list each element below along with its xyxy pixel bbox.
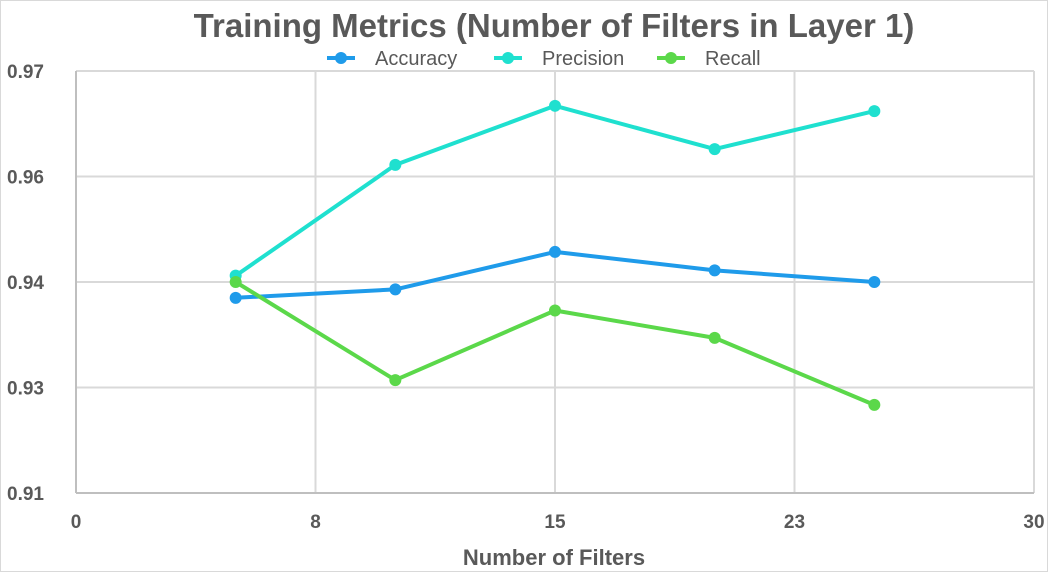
legend: Accuracy Precision Recall (327, 48, 761, 70)
recall-point (868, 398, 881, 411)
x-tick-label: 8 (310, 512, 321, 533)
legend-label: Recall (705, 48, 761, 70)
y-tick-label: 0.93 (7, 379, 44, 400)
x-tick-label: 30 (1023, 512, 1044, 533)
precision-point (708, 143, 721, 156)
legend-item-recall: Recall (657, 48, 761, 70)
grid (76, 70, 1035, 493)
accuracy-point (549, 245, 561, 258)
precision-point (549, 99, 561, 112)
axes (75, 71, 1034, 494)
accuracy-point (389, 283, 402, 296)
x-tick-labels: 0 8 15 23 30 (71, 512, 1045, 533)
series-layer (229, 99, 881, 411)
y-tick-label: 0.91 (7, 484, 44, 505)
y-tick-labels: 0.91 0.93 0.94 0.96 0.97 (7, 62, 44, 505)
accuracy-point (229, 291, 242, 304)
legend-swatch-marker (335, 52, 347, 64)
y-tick-label: 0.97 (7, 62, 44, 83)
recall-point (708, 331, 721, 344)
x-axis-label: Number of Filters (463, 545, 645, 570)
accuracy-point (868, 276, 881, 288)
precision-point (868, 105, 881, 118)
recall-point (229, 276, 242, 288)
accuracy-point (708, 264, 721, 277)
y-tick-label: 0.94 (7, 273, 44, 294)
legend-label: Precision (542, 48, 624, 70)
legend-item-precision: Precision (494, 48, 624, 70)
y-tick-label: 0.96 (7, 168, 44, 189)
legend-label: Accuracy (375, 48, 457, 70)
chart-title: Training Metrics (Number of Filters in L… (194, 7, 915, 44)
series-recall (229, 276, 881, 411)
x-tick-label: 23 (784, 512, 805, 533)
legend-swatch-marker (502, 52, 514, 64)
legend-item-accuracy: Accuracy (327, 48, 457, 70)
legend-swatch-marker (665, 52, 677, 64)
series-accuracy (229, 245, 881, 304)
x-tick-label: 0 (71, 512, 82, 533)
precision-point (389, 158, 402, 171)
x-tick-label: 15 (544, 512, 566, 533)
recall-point (389, 374, 402, 387)
recall-point (549, 304, 561, 317)
